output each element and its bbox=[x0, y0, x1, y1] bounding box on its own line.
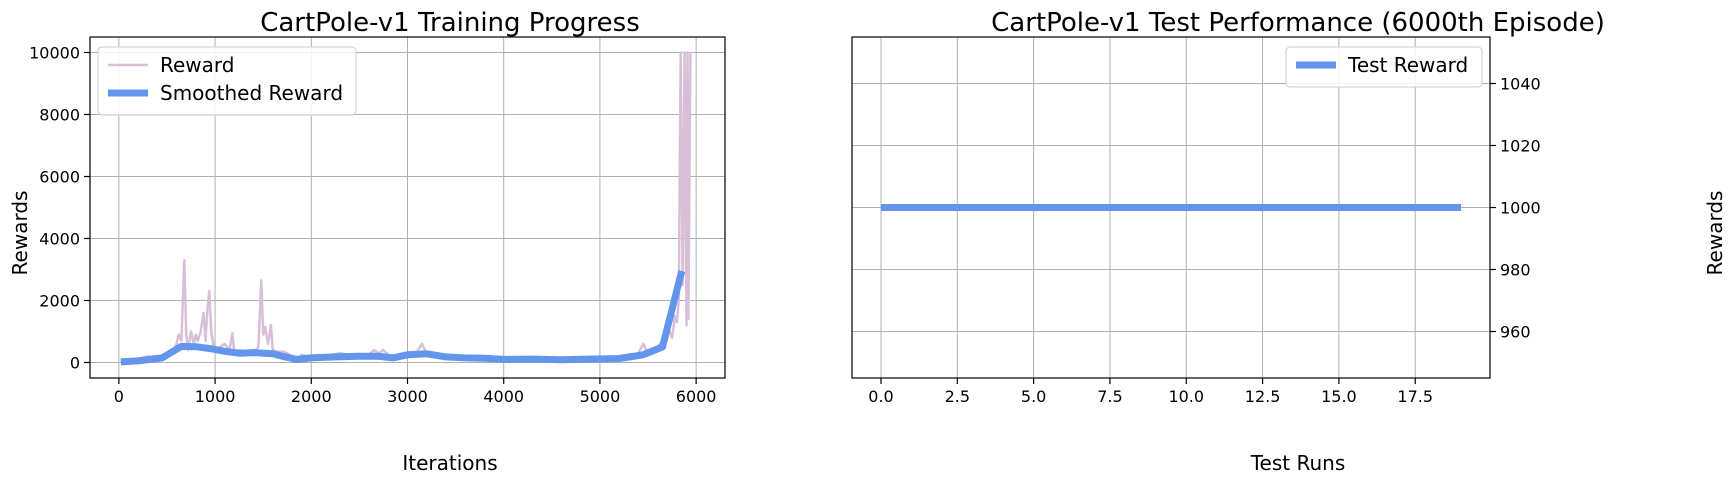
x-tick-label: 7.5 bbox=[1097, 387, 1122, 406]
y-tick-label: 1020 bbox=[1500, 137, 1541, 156]
x-tick-label: 10.0 bbox=[1168, 387, 1204, 406]
y-tick-label: 980 bbox=[1500, 261, 1531, 280]
y-tick-label: 2000 bbox=[39, 292, 80, 311]
x-tick-label: 0 bbox=[114, 387, 124, 406]
test-performance-chart: CartPole-v1 Test Performance (6000th Epi… bbox=[851, 8, 1727, 475]
legend-label: Reward bbox=[160, 53, 234, 77]
x-tick-label: 17.5 bbox=[1397, 387, 1433, 406]
y-axis-label: Rewards bbox=[1703, 191, 1727, 276]
legend-label: Smoothed Reward bbox=[160, 81, 343, 105]
legend-box bbox=[1285, 46, 1483, 88]
x-tick-label: 15.0 bbox=[1321, 387, 1357, 406]
training-progress-chart: CartPole-v1 Training Progress 0 1000 2000 3… bbox=[8, 8, 726, 475]
x-tick-label: 2.5 bbox=[945, 387, 970, 406]
x-tick-label: 12.5 bbox=[1245, 387, 1281, 406]
legend: Reward Smoothed Reward bbox=[97, 46, 357, 116]
x-tick-label: 2000 bbox=[291, 387, 332, 406]
series-line-smoothed-reward bbox=[120, 270, 686, 366]
x-tick-label: 4000 bbox=[483, 387, 524, 406]
y-axis-label: Rewards bbox=[8, 191, 32, 276]
x-tick-label: 5000 bbox=[580, 387, 621, 406]
legend: Test Reward bbox=[1285, 46, 1483, 88]
chart-title: CartPole-v1 Test Performance (6000th Epi… bbox=[991, 8, 1605, 38]
y-tick-label: 960 bbox=[1500, 323, 1531, 342]
chart-title: CartPole-v1 Training Progress bbox=[260, 8, 640, 38]
x-tick-label: 0.0 bbox=[868, 387, 893, 406]
x-tick-label: 3000 bbox=[387, 387, 428, 406]
x-axis-label: Iterations bbox=[402, 451, 497, 475]
y-tick-label: 1040 bbox=[1500, 75, 1541, 94]
y-tick-label: 10000 bbox=[29, 44, 80, 63]
y-tick-label: 1000 bbox=[1500, 199, 1541, 218]
x-tick-label: 5.0 bbox=[1021, 387, 1046, 406]
x-tick-label: 6000 bbox=[676, 387, 717, 406]
y-tick-label: 6000 bbox=[39, 168, 80, 187]
y-tick-label: 4000 bbox=[39, 230, 80, 249]
y-tick-label: 0 bbox=[70, 354, 80, 373]
legend-label: Test Reward bbox=[1347, 53, 1468, 77]
x-axis-label: Test Runs bbox=[1250, 451, 1346, 475]
y-tick-label: 8000 bbox=[39, 106, 80, 125]
x-tick-label: 1000 bbox=[195, 387, 236, 406]
legend-box bbox=[97, 46, 357, 116]
